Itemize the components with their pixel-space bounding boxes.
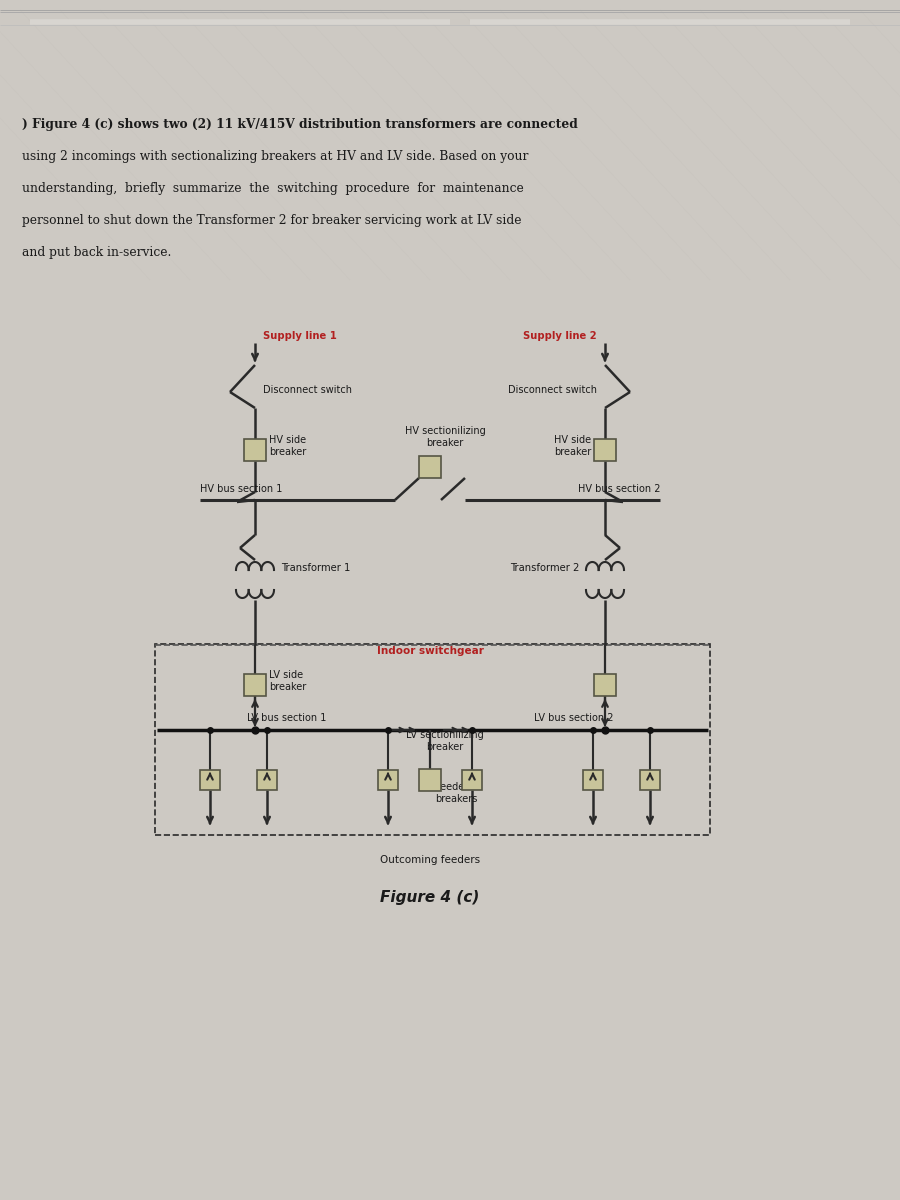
- Text: ) Figure 4 (c) shows two (2) 11 kV/415V distribution transformers are connected: ) Figure 4 (c) shows two (2) 11 kV/415V …: [22, 118, 578, 131]
- Bar: [594, 674, 616, 696]
- Text: personnel to shut down the Transformer 2 for breaker servicing work at LV side: personnel to shut down the Transformer 2…: [22, 214, 521, 227]
- Text: HV bus section 1: HV bus section 1: [200, 484, 283, 494]
- Text: Disconnect switch: Disconnect switch: [263, 385, 352, 395]
- Bar: [419, 456, 441, 478]
- Text: and put back in-service.: and put back in-service.: [22, 246, 171, 259]
- Bar: [378, 770, 398, 790]
- Text: HV bus section 2: HV bus section 2: [578, 484, 660, 494]
- Bar: [640, 770, 660, 790]
- Text: Transformer 1: Transformer 1: [281, 563, 350, 572]
- Text: Feeders
breakers: Feeders breakers: [435, 782, 477, 804]
- Bar: [200, 770, 220, 790]
- Text: HV side
breaker: HV side breaker: [269, 436, 306, 457]
- Bar: [257, 770, 277, 790]
- Text: LV bus section 1: LV bus section 1: [247, 713, 327, 722]
- Text: LV bus section 2: LV bus section 2: [534, 713, 613, 722]
- Text: Supply line 1: Supply line 1: [263, 331, 337, 341]
- Text: using 2 incomings with sectionalizing breakers at HV and LV side. Based on your: using 2 incomings with sectionalizing br…: [22, 150, 528, 163]
- Text: Supply line 2: Supply line 2: [524, 331, 597, 341]
- Text: Indoor switchgear: Indoor switchgear: [376, 646, 483, 656]
- Text: Transformer 2: Transformer 2: [509, 563, 579, 572]
- Text: LV sectionilizing
breaker: LV sectionilizing breaker: [406, 731, 484, 752]
- Bar: [244, 439, 266, 461]
- Text: Figure 4 (c): Figure 4 (c): [381, 890, 480, 905]
- Text: Disconnect switch: Disconnect switch: [508, 385, 597, 395]
- Bar: [583, 770, 603, 790]
- Text: LV side
breaker: LV side breaker: [269, 670, 306, 691]
- Bar: [155, 644, 710, 835]
- Bar: [244, 674, 266, 696]
- Text: HV sectionilizing
breaker: HV sectionilizing breaker: [405, 426, 485, 448]
- Bar: [462, 770, 482, 790]
- Text: understanding,  briefly  summarize  the  switching  procedure  for  maintenance: understanding, briefly summarize the swi…: [22, 182, 524, 194]
- Text: HV side
breaker: HV side breaker: [554, 436, 591, 457]
- Bar: [594, 439, 616, 461]
- Bar: [419, 769, 441, 791]
- Text: Outcoming feeders: Outcoming feeders: [380, 854, 480, 865]
